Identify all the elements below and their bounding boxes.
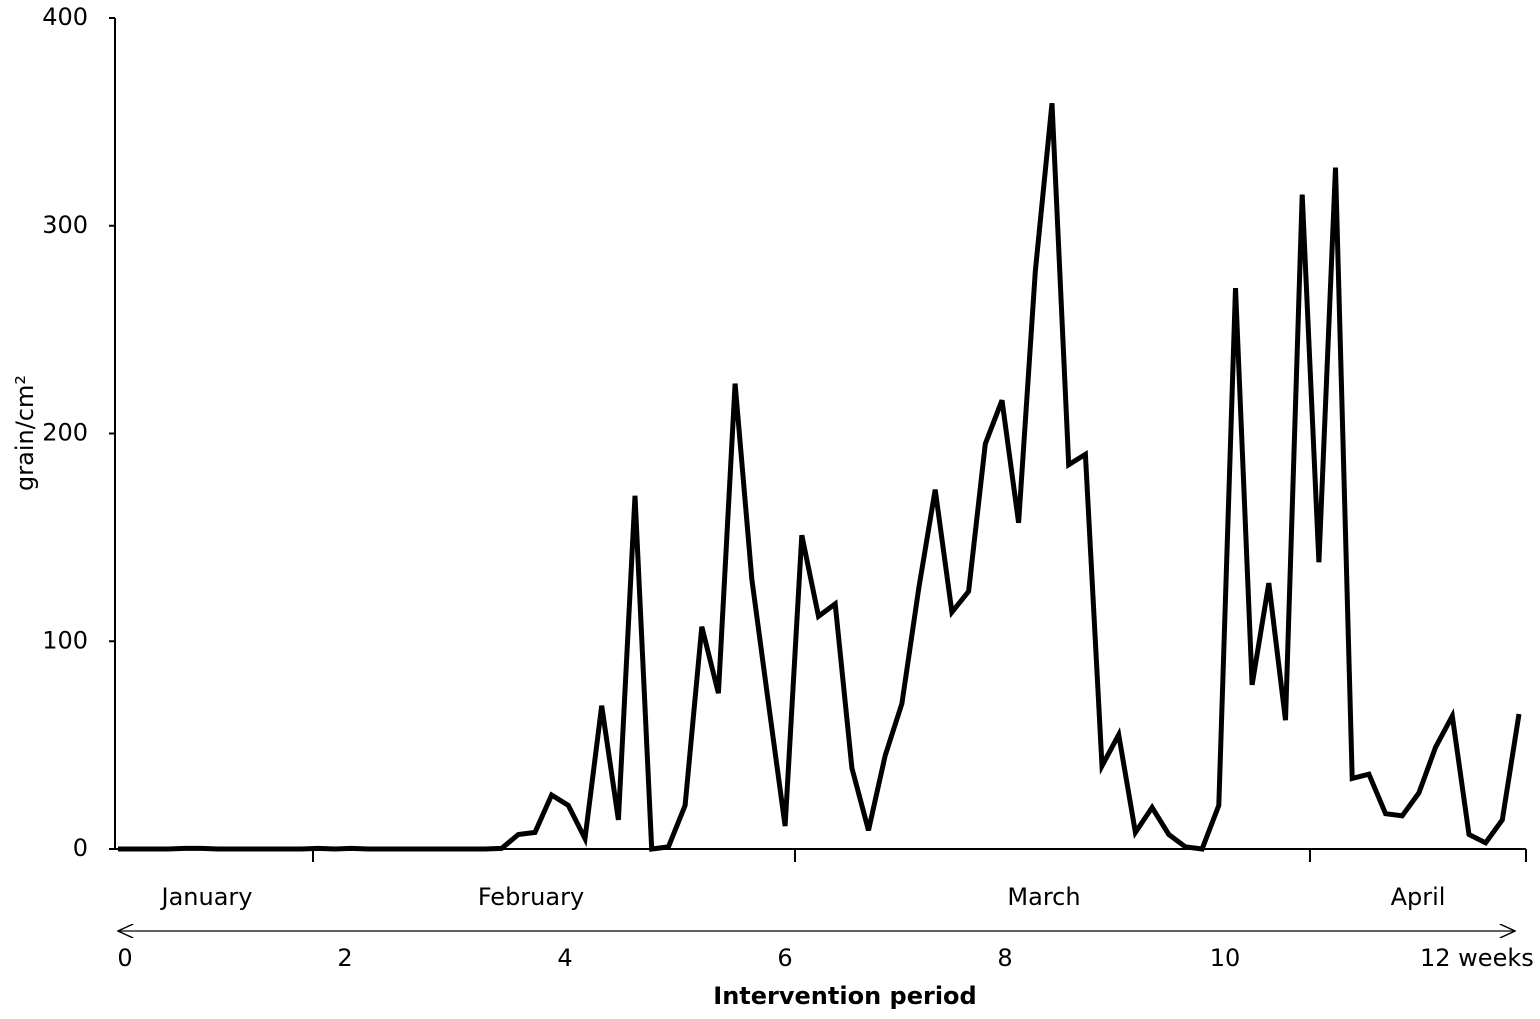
- x-axis-title: Intervention period: [713, 982, 976, 1010]
- y-tick-label: 400: [42, 3, 88, 31]
- y-tick-label: 200: [42, 419, 88, 447]
- x-tick-label: 4: [557, 944, 572, 972]
- month-label: January: [160, 883, 253, 911]
- x-tick-label: 10: [1210, 944, 1241, 972]
- y-tick-label: 100: [42, 626, 88, 654]
- month-label: April: [1391, 883, 1446, 911]
- month-label: March: [1007, 883, 1080, 911]
- x-tick-label: 2: [337, 944, 352, 972]
- x-tick-label: 12 weeks: [1420, 944, 1534, 972]
- y-tick-label: 300: [42, 211, 88, 239]
- month-label: February: [478, 883, 584, 911]
- data-line: [118, 102, 1522, 852]
- y-tick-label: 0: [73, 834, 88, 862]
- y-axis-title: grain/cm²: [11, 375, 39, 491]
- x-tick-label: 0: [117, 944, 132, 972]
- x-tick-label: 6: [777, 944, 792, 972]
- x-tick-label: 8: [997, 944, 1012, 972]
